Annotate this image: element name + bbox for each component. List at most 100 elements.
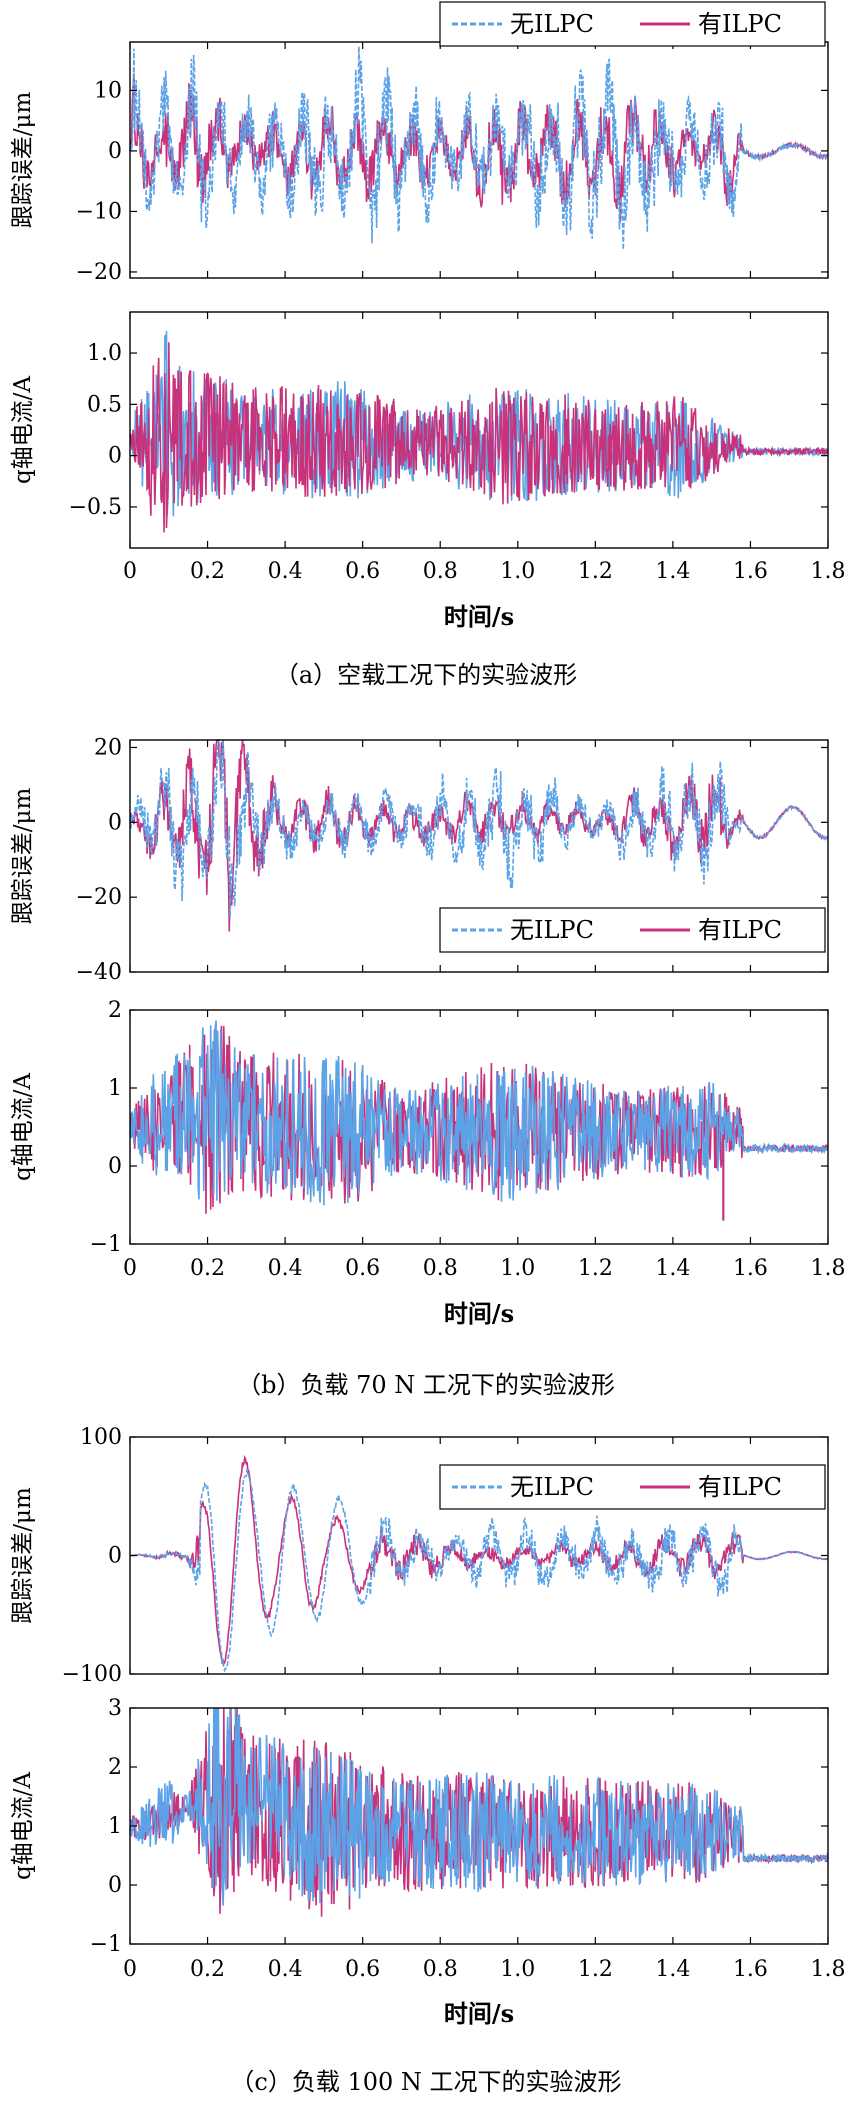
- current-axes-ytick-label: 1: [108, 1814, 122, 1839]
- x-tick-label: 1.4: [655, 1957, 690, 1982]
- current-axes-ytick-label: 2: [108, 1755, 122, 1780]
- series-with-ilpc-current: [129, 342, 829, 533]
- current-axes-ytick-label: −1: [90, 1232, 122, 1257]
- error-subplot: 10 0 −10 −20 跟踪误差/μm: [10, 41, 829, 285]
- current-ylabel: q轴电流/A: [10, 376, 36, 484]
- current-axes-ytick-label: 1.0: [87, 341, 122, 366]
- x-tick-label: 0.4: [268, 559, 303, 584]
- legend-label-without-ilpc: 无ILPC: [510, 916, 594, 944]
- current-axes-frame: [129, 311, 829, 549]
- current-subplot: 3 2 1 0 −1 q轴电流/A: [10, 1696, 829, 1957]
- current-subplot: 1.0 0.5 0 −0.5 q轴电流/A: [10, 311, 829, 549]
- current-axes-ytick-label: 1: [108, 1076, 122, 1101]
- x-tick-label: 0.6: [345, 559, 380, 584]
- x-axis-label: 时间/s: [444, 1999, 514, 2028]
- current-axes: 2 1 0 −1: [90, 998, 829, 1257]
- error-axes-ytick-label: 0: [108, 810, 122, 835]
- x-tick-label: 1.2: [578, 1256, 613, 1281]
- current-axes-ytick-label: 0.5: [87, 392, 122, 417]
- x-tick-label: 1.4: [655, 1256, 690, 1281]
- error-ylabel: 跟踪误差/μm: [10, 1487, 36, 1624]
- current-ylabel: q轴电流/A: [10, 1772, 36, 1880]
- x-tick-label: 1.6: [733, 1256, 768, 1281]
- error-ylabel: 跟踪误差/μm: [10, 788, 36, 925]
- error-axes-ytick-label: 0: [108, 139, 122, 164]
- x-tick-label: 1.8: [811, 1957, 846, 1982]
- x-tick-label: 0.6: [345, 1957, 380, 1982]
- x-tick-label: 0: [123, 1256, 137, 1281]
- series-without-ilpc-current: [129, 1707, 829, 1906]
- x-axis-label: 时间/s: [444, 602, 514, 631]
- x-tick-label: 1.0: [500, 559, 535, 584]
- current-axes-ytick-label: 2: [108, 998, 122, 1023]
- series-without-ilpc-error: [129, 46, 829, 250]
- error-subplot: 20 0 −20 −40 跟踪误差/μm: [10, 735, 829, 985]
- error-axes-ytick-label: 10: [94, 78, 122, 103]
- current-axes-ytick-label: −0.5: [69, 495, 122, 520]
- x-tick-label: 1.8: [811, 1256, 846, 1281]
- error-axes: 20 0 −20 −40: [76, 735, 829, 985]
- error-axes-ytick-label: −100: [62, 1662, 122, 1687]
- panel-caption: （a）空载工况下的实验波形: [275, 661, 577, 689]
- current-ylabel: q轴电流/A: [10, 1073, 36, 1181]
- current-axes-ytick-label: 0: [108, 444, 122, 469]
- x-tick-label: 1.8: [811, 559, 846, 584]
- current-axes: 1.0 0.5 0 −0.5: [69, 311, 829, 549]
- legend-label-without-ilpc: 无ILPC: [510, 10, 594, 38]
- x-tick-label: 0: [123, 559, 137, 584]
- x-tick-label: 0.2: [190, 1256, 225, 1281]
- x-tick-label: 1.6: [733, 559, 768, 584]
- current-subplot: 2 1 0 −1 q轴电流/A: [10, 998, 829, 1257]
- error-axes-ytick-label: −20: [76, 885, 122, 910]
- current-axes-ytick-label: 3: [108, 1696, 122, 1721]
- current-axes: 3 2 1 0 −1: [90, 1696, 829, 1957]
- error-axes-ytick-label: −40: [76, 960, 122, 985]
- series-without-ilpc-error: [129, 739, 829, 918]
- x-tick-label: 0.6: [345, 1256, 380, 1281]
- error-axes-ytick-label: 0: [108, 1544, 122, 1569]
- current-axes-frame: [129, 1009, 829, 1245]
- x-tick-label: 0.4: [268, 1256, 303, 1281]
- series-with-ilpc-current: [129, 1025, 829, 1214]
- error-axes-ytick-label: 100: [80, 1425, 122, 1450]
- legend-label-with-ilpc: 有ILPC: [698, 10, 782, 38]
- x-tick-label: 1.0: [500, 1957, 535, 1982]
- current-axes-ytick-label: 0: [108, 1873, 122, 1898]
- x-tick-label: 1.2: [578, 559, 613, 584]
- error-axes-ytick-label: −10: [76, 199, 122, 224]
- panel-caption: （b）负载 70 N 工况下的实验波形: [237, 1371, 615, 1399]
- legend-label-with-ilpc: 有ILPC: [698, 1473, 782, 1501]
- x-tick-label: 0.4: [268, 1957, 303, 1982]
- legend-box: [439, 1, 826, 47]
- error-ylabel: 跟踪误差/μm: [10, 92, 36, 229]
- error-axes-ytick-label: 20: [94, 735, 122, 760]
- x-axis-label: 时间/s: [444, 1299, 514, 1328]
- series-without-ilpc-current: [129, 1020, 829, 1206]
- panel-a: 10 0 −10 −20 跟踪误差/μm 1.0 0.5 0 −0.5 q轴电流/A 0 0.2 0.4…: [10, 1, 846, 689]
- x-tick-label: 1.0: [500, 1256, 535, 1281]
- error-axes-ytick-label: −20: [76, 260, 122, 285]
- x-tick-label: 0.8: [423, 1256, 458, 1281]
- x-tick-label: 0.2: [190, 559, 225, 584]
- x-tick-label: 0.2: [190, 1957, 225, 1982]
- legend: 无ILPC 有ILPC: [439, 1464, 826, 1510]
- legend-label-with-ilpc: 有ILPC: [698, 916, 782, 944]
- error-axes-frame: [129, 739, 829, 973]
- x-tick-label: 1.6: [733, 1957, 768, 1982]
- x-tick-label: 1.2: [578, 1957, 613, 1982]
- legend: 无ILPC 有ILPC: [439, 907, 826, 953]
- legend-label-without-ilpc: 无ILPC: [510, 1473, 594, 1501]
- error-axes: 10 0 −10 −20: [76, 41, 829, 285]
- current-axes-ytick-label: −1: [90, 1932, 122, 1957]
- error-axes: 100 0 −100: [62, 1425, 829, 1687]
- x-tick-label: 0: [123, 1957, 137, 1982]
- series-with-ilpc-error: [130, 1454, 829, 1666]
- current-axes-ytick-label: 0: [108, 1154, 122, 1179]
- legend-box: [439, 1464, 826, 1510]
- error-subplot: 100 0 −100 跟踪误差/μm: [10, 1425, 829, 1687]
- x-tick-label: 0.8: [423, 1957, 458, 1982]
